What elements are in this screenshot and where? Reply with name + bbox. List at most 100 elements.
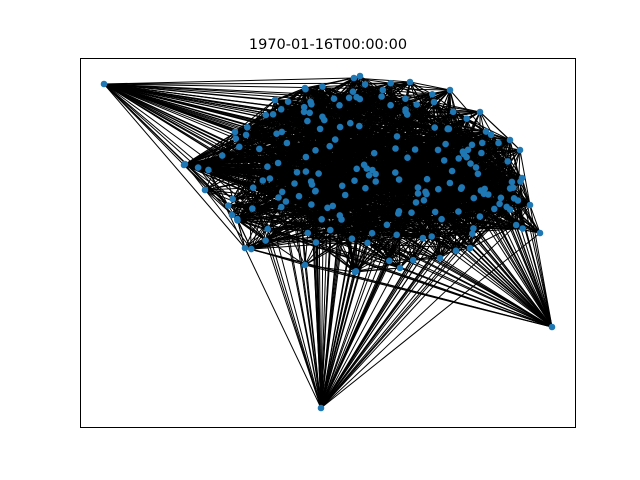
network-node [304,117,311,125]
network-node [249,205,256,212]
network-node [470,225,477,232]
outlier-edge [183,164,432,237]
network-node [455,208,462,215]
network-node [264,225,272,233]
network-node [431,208,439,216]
network-node [372,178,380,185]
outlier-edge [311,204,553,328]
network-node [497,194,505,202]
outlier-edge [323,119,553,328]
network-node [308,181,316,188]
network-node [463,115,471,122]
outlier-edge [183,111,481,166]
network-node [482,128,490,135]
network-node [480,190,488,198]
network-node [315,170,322,177]
outlier-edge [320,143,447,409]
network-node [438,215,445,223]
network-node [302,153,310,161]
network-node [467,160,474,167]
network-node [341,191,349,199]
edge [237,220,246,249]
outlier-edge [320,188,486,409]
edge [467,149,517,226]
edge [405,108,449,129]
network-node [249,184,257,191]
outlier-edge [183,111,305,166]
network-node [312,239,320,246]
outlier-edge [320,99,361,409]
network-node [466,244,474,252]
outlier-edge [285,201,553,328]
outlier-edge [320,179,400,409]
network-node [262,111,270,119]
network-node [434,146,442,154]
network-node [455,155,463,162]
network-node [274,159,282,167]
network-node [271,96,279,104]
outlier-edge [234,131,553,328]
outlier-edge [458,158,553,328]
network-node [350,74,358,82]
outlier-edge [183,142,288,166]
network-node [356,72,364,80]
network-node [476,108,484,116]
outlier-edge [416,104,553,328]
edge [447,127,521,183]
outlier-edge [529,204,553,328]
network-node [510,195,518,202]
outlier-edge [320,149,416,409]
network-node [361,81,369,88]
edge [207,169,229,206]
network-node [393,231,401,239]
outlier-edge [235,138,322,409]
network-node [408,209,415,216]
outlier-edge [183,149,469,166]
edge [433,101,481,113]
edge [452,111,482,154]
network-node [232,135,240,142]
network-node [228,211,236,219]
network-node [282,198,290,205]
outlier-edge [320,188,511,409]
network-node [414,184,422,191]
outlier-edge [103,83,253,209]
network-node [516,146,524,154]
network-node [428,233,436,240]
edge [353,77,411,83]
network-node [464,146,472,154]
outlier-edge [235,138,553,328]
network-node [353,93,360,101]
network-node [262,237,269,244]
network-node [364,239,371,247]
outlier-edge [183,164,523,229]
edge [339,179,400,216]
network-node [301,261,309,269]
network-node [468,141,476,149]
outlier-edge [320,218,443,409]
network-node [312,187,319,195]
edge [307,207,328,234]
network-node [508,178,516,186]
network-node [229,195,236,203]
outlier-edge [315,190,322,409]
network-node [481,185,489,193]
outlier-edge [310,204,322,409]
network-node [392,145,399,152]
edge [335,139,465,155]
outlier-edge [320,111,481,409]
edge [276,133,400,212]
edge [228,205,432,237]
network-node [517,178,524,185]
outlier-edge [320,120,325,409]
network-node [395,208,403,215]
outlier-edge [103,83,469,151]
outlier-edge [515,224,553,328]
network-node [331,136,339,143]
network-node [352,268,360,275]
outlier-node [317,404,325,412]
edge [280,108,400,212]
network-node [448,167,456,175]
network-node [402,95,409,102]
edge [398,157,408,212]
